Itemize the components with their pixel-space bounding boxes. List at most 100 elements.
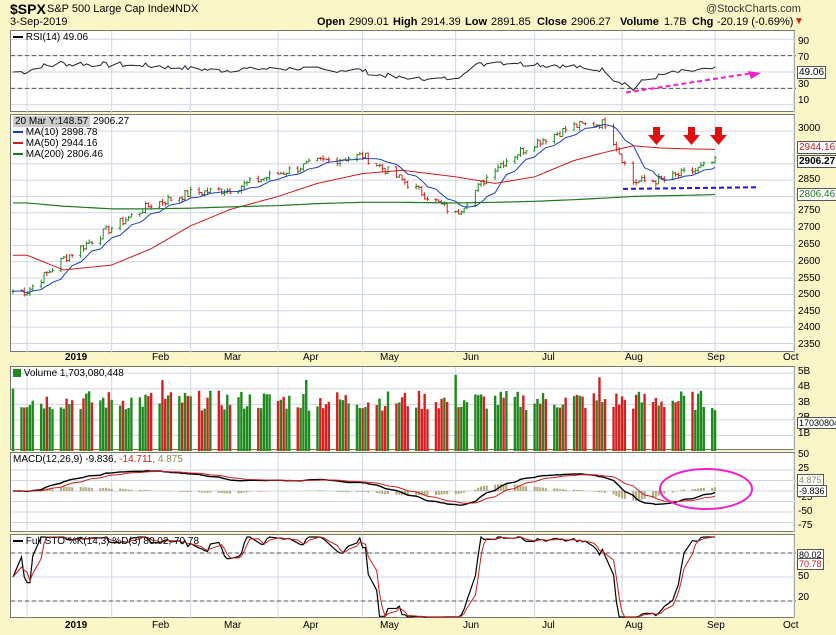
volume-bar [240, 391, 243, 451]
chart-header-row2: 3-Sep-2019 Open 2909.01 High 2914.39 Low… [0, 16, 836, 30]
volume-bar [279, 399, 283, 451]
volume-bar [51, 409, 54, 451]
volume-bar [595, 400, 598, 451]
macd-hist-bar [691, 489, 694, 491]
volume-bar [299, 407, 302, 451]
macd-hist-bar [124, 489, 127, 491]
volume-bar [341, 400, 345, 451]
volume-bar [671, 400, 674, 451]
volume-bar [677, 401, 680, 451]
volume-bar [694, 409, 697, 451]
macd-hist-bar [62, 486, 65, 491]
low-value: 2891.85 [491, 16, 531, 28]
volume-bar [539, 403, 542, 451]
volume-bar [336, 392, 339, 451]
volume-bar [355, 404, 359, 451]
volume-bar [228, 404, 232, 451]
high-label: High [393, 16, 418, 28]
macd-hist-bar [141, 490, 144, 491]
volume-label: Volume [620, 16, 659, 28]
x-label-apr: Apr [303, 620, 319, 631]
volume-bar [462, 400, 466, 451]
volume-bar [127, 408, 130, 451]
volume-bar [82, 398, 85, 451]
macd-hist-bar [446, 491, 449, 495]
macd-hist-bar [474, 489, 477, 491]
macd-plot [11, 453, 796, 533]
volume-bar [217, 390, 221, 451]
volume-bar [581, 396, 584, 451]
volume-bar [361, 408, 364, 451]
sto-tick: 20 [798, 592, 810, 603]
macd-legend: MACD(12,26,9) -9.836, -14.711, 4.875 [13, 454, 183, 465]
volume-bar [28, 404, 32, 451]
x-label-jul: Jul [542, 352, 555, 363]
macd-hist-bar [598, 491, 601, 493]
macd-hist-bar [200, 491, 203, 493]
macd-hist-bar [206, 491, 209, 493]
macd-hist-bar [367, 491, 370, 493]
macd-hist-bar [344, 491, 347, 493]
macd-hist-bar [198, 491, 201, 493]
macd-hist-bar [699, 488, 702, 491]
macd-hist-bar [434, 491, 437, 496]
macd-hist-bar [88, 487, 91, 491]
rsi-tick: 10 [798, 95, 810, 106]
volume-bar [654, 397, 658, 451]
resistance-arrow-icon [710, 135, 727, 145]
volume-value-box: 1703080448 [797, 417, 836, 429]
macd-hist-bar [127, 489, 130, 491]
volume-bar [248, 394, 252, 451]
macd-hist-label: 4.875 [157, 454, 183, 465]
volume-bar [242, 408, 246, 451]
macd-hist-bar [477, 487, 480, 491]
volume-bar [553, 404, 556, 451]
volume-bar [637, 391, 641, 451]
volume-bar [11, 388, 15, 451]
volume-bar [454, 374, 457, 451]
close-value: 2906.27 [571, 16, 611, 28]
macd-hist-bar [68, 486, 71, 491]
macd-hist-bar [671, 491, 674, 493]
volume-bar [104, 407, 108, 451]
volume-bar [262, 393, 266, 451]
macd-hist-bar [79, 486, 82, 491]
volume-bar [479, 394, 483, 451]
cursor-readout: 20 Mar Y:148.57 2906.27 [13, 116, 129, 127]
macd-value-box: -9.836 [797, 485, 827, 497]
resistance-arrow-icon [688, 127, 695, 135]
macd-hist-bar [680, 490, 683, 491]
volume-bar [364, 406, 367, 451]
macd-hist-bar [443, 491, 446, 495]
ma200-value-box: 2806.46 [797, 188, 836, 201]
volume-bar [99, 400, 102, 451]
volume-bar [699, 390, 703, 451]
macd-hist-bar [229, 491, 232, 494]
x-label-mar: Mar [224, 352, 242, 363]
volume-pane: Volume 1,703,080,448 [10, 366, 796, 451]
macd-hist-bar [90, 488, 93, 491]
macd-hist-bar [558, 489, 561, 491]
macd-hist-bar [169, 491, 172, 492]
x-label-feb: Feb [152, 620, 170, 631]
macd-signal-line [12, 471, 716, 504]
low-label: Low [465, 16, 487, 28]
volume-bar [65, 398, 68, 451]
volume-bar [682, 395, 686, 451]
price-tick: 2350 [798, 339, 821, 350]
macd-hist-bar [522, 485, 525, 491]
macd-hist-bar [536, 486, 539, 491]
volume-bar [203, 408, 206, 451]
x-label-aug: Aug [625, 352, 643, 363]
macd-hist-bar [618, 491, 621, 498]
volume-bar [541, 393, 545, 451]
macd-hist-bar [59, 487, 62, 491]
macd-hist-bar [440, 491, 443, 495]
macd-hist-bar [85, 487, 88, 491]
x-label-oct: Oct [783, 620, 799, 631]
volume-bar [420, 408, 424, 451]
macd-hist-bar [71, 487, 74, 491]
volume-bar [395, 403, 398, 451]
macd-hist-bar [542, 487, 545, 491]
volume-bar [386, 391, 390, 451]
